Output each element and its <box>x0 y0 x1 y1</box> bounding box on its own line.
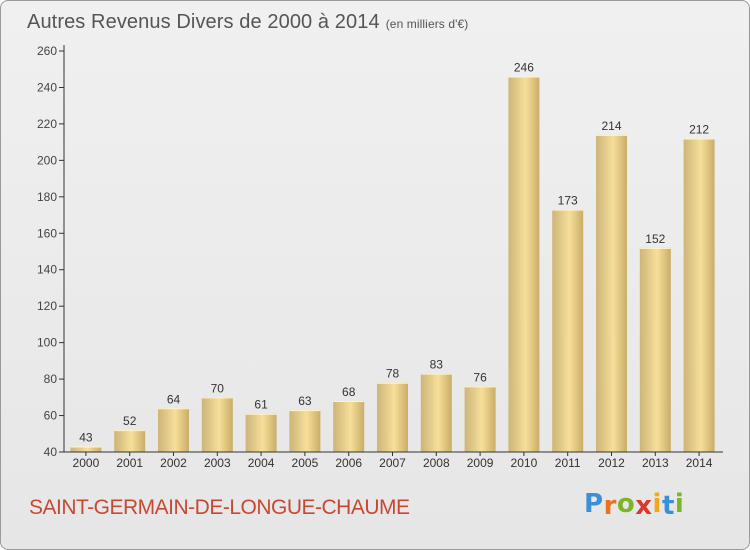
logo-letter: x <box>635 491 653 521</box>
bar-2010 <box>508 76 540 452</box>
x-tick-label: 2003 <box>204 456 231 470</box>
y-tick-label: 200 <box>37 153 57 167</box>
bar-2011 <box>552 209 584 452</box>
bar-2009 <box>464 386 496 452</box>
logo-letter: P <box>584 489 604 519</box>
x-tick-label: 2001 <box>116 456 143 470</box>
bar-2005 <box>289 410 321 452</box>
chart-title-text: Autres Revenus Divers de 2000 à 2014 <box>27 11 380 33</box>
bar-value-label: 212 <box>689 122 709 136</box>
x-tick-label: 2010 <box>511 456 538 470</box>
x-tick-label: 2013 <box>642 456 669 470</box>
x-tick-label: 2005 <box>292 456 319 470</box>
commune-name: SAINT-GERMAIN-DE-LONGUE-CHAUME <box>29 496 410 519</box>
bar-value-label: 68 <box>342 385 356 399</box>
bar-value-label: 64 <box>167 392 181 406</box>
y-tick-label: 260 <box>37 44 57 58</box>
bar-value-label: 83 <box>430 358 444 372</box>
y-tick-label: 120 <box>37 299 57 313</box>
y-tick-label: 220 <box>37 117 57 131</box>
x-tick-label: 2002 <box>160 456 187 470</box>
bar-value-label: 52 <box>123 414 137 428</box>
proxiti-logo: Proxiti <box>584 489 685 521</box>
bar-2003 <box>201 397 233 452</box>
bar-2008 <box>420 373 452 452</box>
chart-unit: (en milliers d'€) <box>385 17 469 31</box>
bar-2013 <box>639 247 671 452</box>
y-tick-label: 100 <box>37 336 57 350</box>
bar-value-label: 152 <box>645 232 665 246</box>
logo-letter: r <box>603 491 617 521</box>
x-tick-label: 2004 <box>248 456 275 470</box>
y-tick-label: 80 <box>44 372 58 386</box>
x-tick-label: 2014 <box>686 456 713 470</box>
y-tick-label: 60 <box>44 409 58 423</box>
bar-value-label: 78 <box>386 367 400 381</box>
bar-2006 <box>333 400 365 452</box>
x-tick-label: 2009 <box>467 456 494 470</box>
bar-2014 <box>683 138 715 452</box>
y-tick-label: 240 <box>37 80 57 94</box>
chart-title: Autres Revenus Divers de 2000 à 2014 (en … <box>27 11 468 34</box>
y-tick-label: 140 <box>37 263 57 277</box>
y-tick-label: 40 <box>44 445 58 459</box>
bar-value-label: 214 <box>601 119 621 133</box>
y-tick-label: 160 <box>37 226 57 240</box>
bar-2002 <box>158 408 189 452</box>
bar-value-label: 76 <box>473 370 487 384</box>
x-tick-label: 2007 <box>379 456 406 470</box>
y-tick-label: 180 <box>37 190 57 204</box>
bar-2000 <box>70 446 102 452</box>
bar-value-label: 61 <box>254 398 268 412</box>
x-tick-label: 2012 <box>598 456 625 470</box>
x-tick-label: 2011 <box>555 456 581 470</box>
x-axis: 2000 2001 2002 2003 2004 2005 2006 2007 2008 2009… <box>64 451 723 470</box>
bar-2012 <box>596 134 627 452</box>
logo-letter: o <box>616 489 636 519</box>
logo-letter: i <box>674 489 685 519</box>
y-axis: 40 60 80 100 120 140 160 180 200 220 240 260 <box>37 44 65 459</box>
x-tick-label: 2000 <box>73 456 100 470</box>
bar-value-label: 173 <box>558 194 578 208</box>
bar-2007 <box>377 382 408 452</box>
bar-2001 <box>114 430 146 452</box>
bar-value-label: 70 <box>211 381 225 395</box>
logo-letter: t <box>661 491 675 521</box>
bar-value-label: 63 <box>298 394 312 408</box>
bars: 43 52 64 70 61 63 68 78 83 76 246 173 214 152 212 <box>70 61 715 452</box>
bar-value-label: 246 <box>514 61 534 75</box>
bar-value-label: 43 <box>79 431 93 445</box>
x-tick-label: 2006 <box>335 456 362 470</box>
logo-letter: i <box>652 489 662 519</box>
bar-2004 <box>245 413 277 452</box>
x-tick-label: 2008 <box>423 456 450 470</box>
